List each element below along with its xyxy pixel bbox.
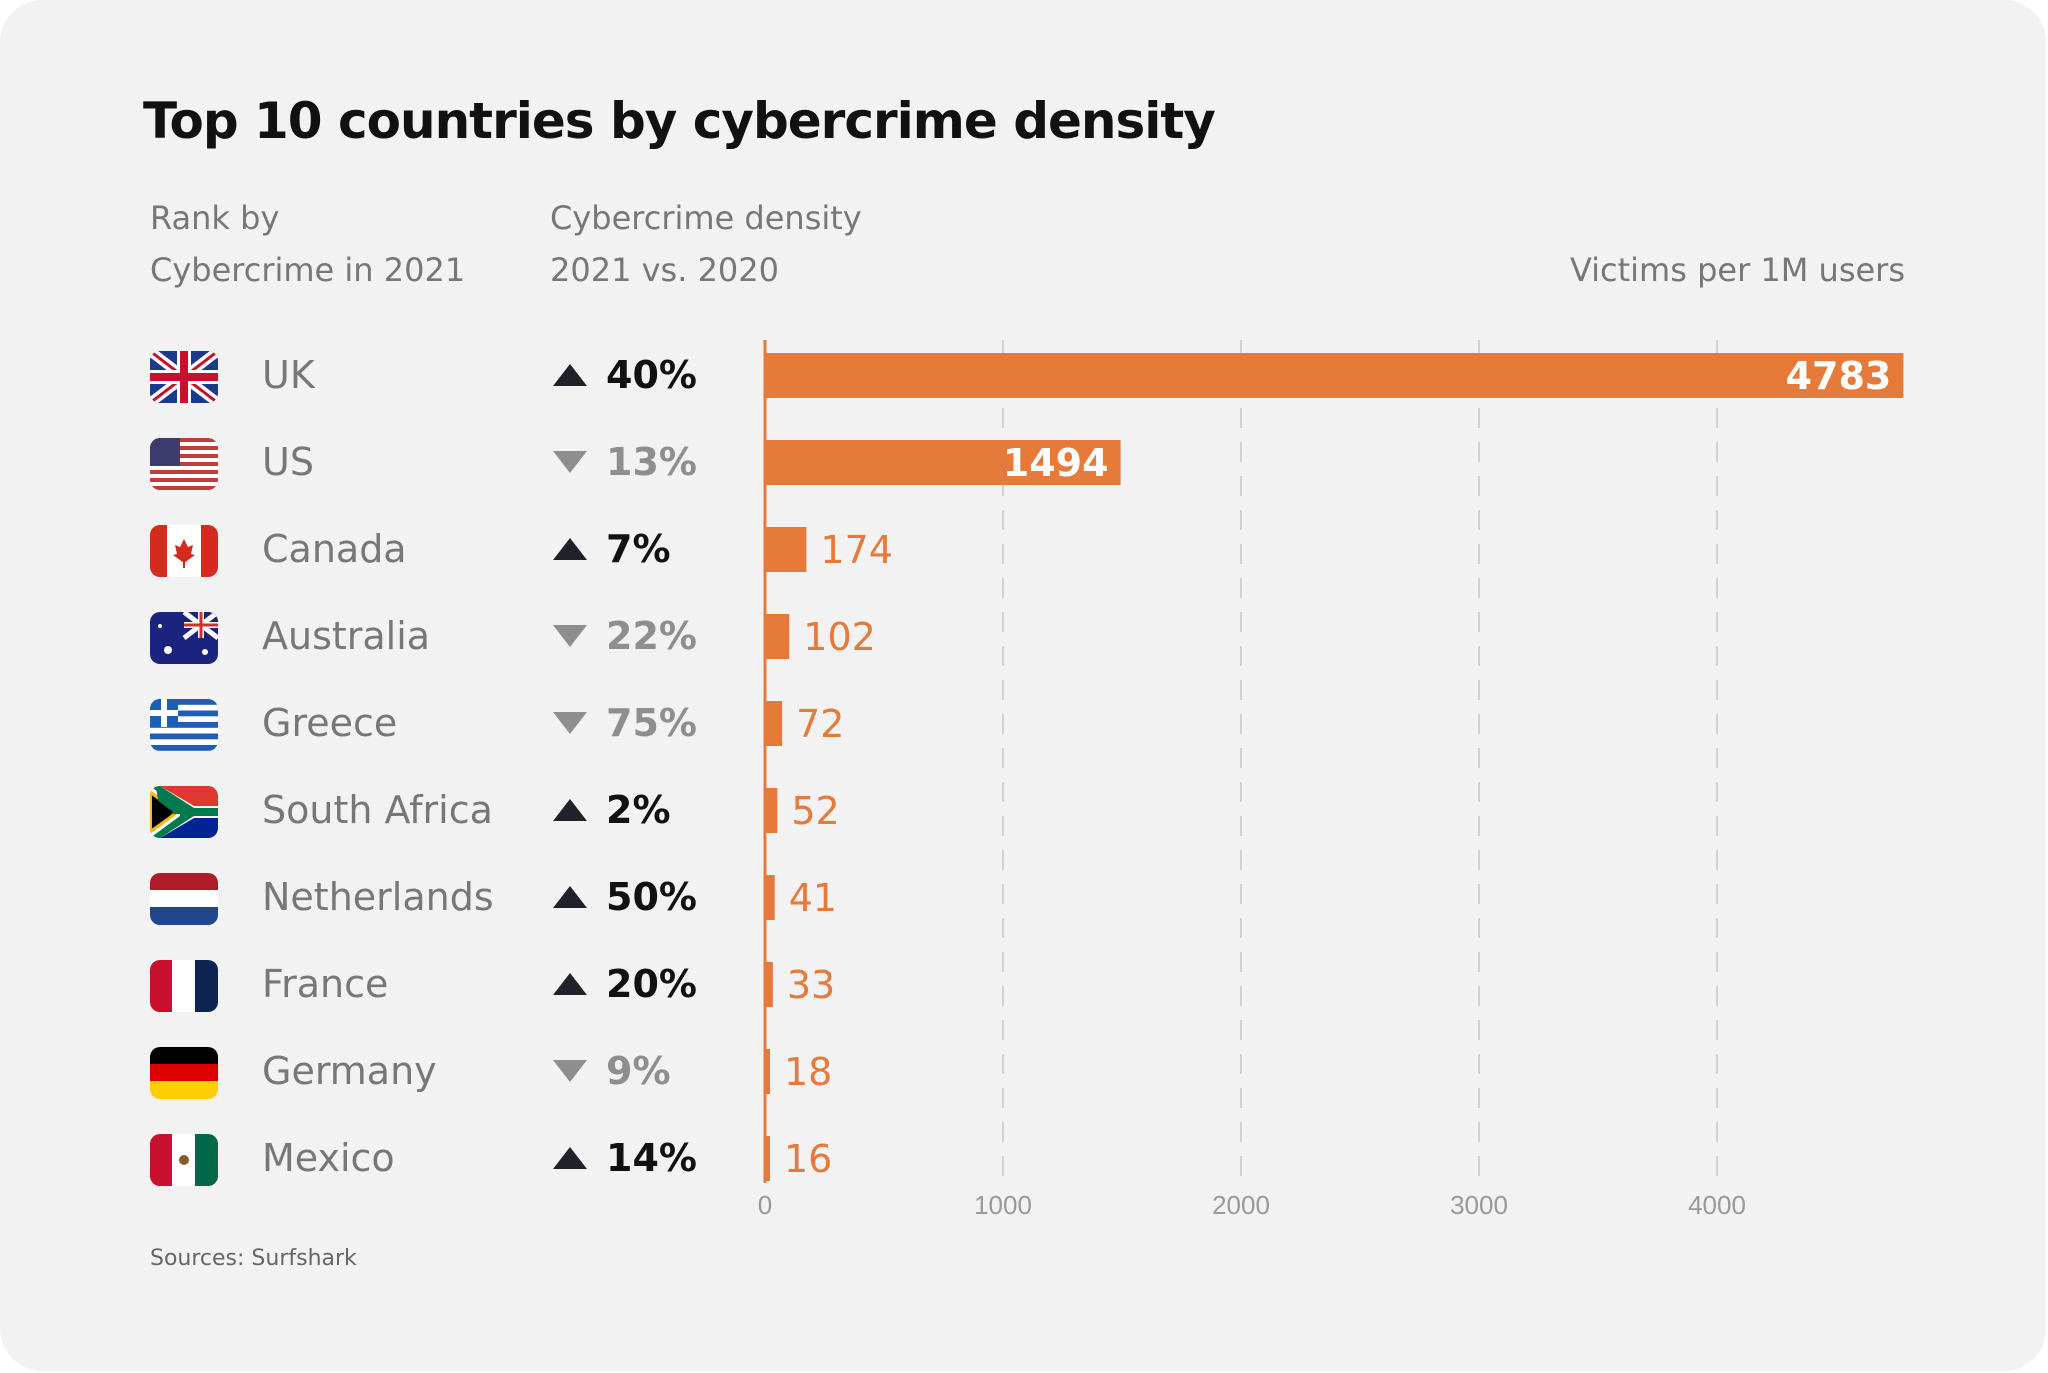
data-label: 1494	[1003, 441, 1109, 485]
bar	[765, 353, 1904, 398]
change-percent: 13%	[606, 440, 697, 484]
country-row: Germany 9%	[0, 1029, 2048, 1117]
country-row: Canada 7%	[0, 507, 2048, 595]
density-header-line2: 2021 vs. 2020	[550, 251, 779, 289]
unit-label: Victims per 1M users	[1569, 251, 1905, 289]
x-tick-label: 2000	[1212, 1190, 1270, 1220]
change-percent: 9%	[606, 1049, 671, 1093]
country-name: Greece	[262, 701, 398, 745]
triangle-up-icon	[553, 538, 587, 560]
bar	[765, 1049, 770, 1094]
x-tick-label: 4000	[1688, 1190, 1746, 1220]
germany-flag-icon	[150, 1047, 218, 1099]
data-label: 52	[791, 789, 839, 833]
change-percent: 7%	[606, 527, 671, 571]
x-tick-label: 0	[758, 1190, 772, 1220]
change-percent: 2%	[606, 788, 671, 832]
triangle-up-icon	[553, 973, 587, 995]
data-label: 4783	[1786, 354, 1892, 398]
change-percent: 75%	[606, 701, 697, 745]
x-tick-label: 3000	[1450, 1190, 1508, 1220]
bar	[765, 527, 807, 572]
uk-flag-icon	[150, 351, 218, 403]
data-label: 33	[787, 963, 835, 1007]
triangle-up-icon	[553, 799, 587, 821]
triangle-up-icon	[553, 364, 587, 386]
rank-header: Rank by Cybercrime in 2021	[150, 192, 465, 296]
change-percent: 40%	[606, 353, 697, 397]
country-row: Netherlands 50%	[0, 855, 2048, 943]
bar	[765, 962, 773, 1007]
triangle-down-icon	[553, 451, 587, 473]
country-row: France 20%	[0, 942, 2048, 1030]
country-row: Mexico 14%	[0, 1116, 2048, 1204]
data-label: 16	[784, 1137, 832, 1181]
bar	[765, 440, 1121, 485]
south-africa-flag-icon	[150, 786, 218, 838]
country-row: Greece 75%	[0, 681, 2048, 769]
chart-title: Top 10 countries by cybercrime density	[143, 92, 1216, 150]
change-percent: 22%	[606, 614, 697, 658]
triangle-down-icon	[553, 625, 587, 647]
triangle-down-icon	[553, 712, 587, 734]
us-flag-icon	[150, 438, 218, 490]
country-name: Mexico	[262, 1136, 395, 1180]
france-flag-icon	[150, 960, 218, 1012]
bar	[765, 875, 775, 920]
data-label: 72	[796, 702, 844, 746]
country-row: US 13%	[0, 420, 2048, 508]
bar	[765, 701, 783, 746]
data-label: 174	[820, 528, 893, 572]
data-label: 41	[789, 876, 837, 920]
rank-header-line1: Rank by	[150, 199, 280, 237]
change-percent: 14%	[606, 1136, 697, 1180]
country-name: Netherlands	[262, 875, 494, 919]
change-percent: 20%	[606, 962, 697, 1006]
mexico-flag-icon	[150, 1134, 218, 1186]
country-name: Australia	[262, 614, 431, 658]
source-note: Sources: Surfshark	[150, 1246, 357, 1271]
density-header-line1: Cybercrime density	[550, 199, 862, 237]
greece-flag-icon	[150, 699, 218, 751]
triangle-up-icon	[553, 1147, 587, 1169]
country-row: UK 40%	[0, 333, 2048, 421]
density-header: Cybercrime density 2021 vs. 2020	[550, 192, 862, 296]
bar	[765, 788, 778, 833]
australia-flag-icon	[150, 612, 218, 664]
rank-header-line2: Cybercrime in 2021	[150, 251, 466, 289]
country-row: Australia 22%	[0, 594, 2048, 682]
data-label: 18	[784, 1050, 832, 1094]
country-name: Germany	[262, 1049, 437, 1093]
country-row: South Africa 2%	[0, 768, 2048, 856]
country-name: US	[262, 440, 314, 484]
bar	[765, 1136, 770, 1181]
canada-flag-icon	[150, 525, 218, 577]
country-name: Canada	[262, 527, 407, 571]
x-tick-label: 1000	[974, 1190, 1032, 1220]
country-name: France	[262, 962, 389, 1006]
country-name: UK	[262, 353, 315, 397]
country-name: South Africa	[262, 788, 493, 832]
triangle-up-icon	[553, 886, 587, 908]
triangle-down-icon	[553, 1060, 587, 1082]
change-percent: 50%	[606, 875, 697, 919]
data-label: 102	[803, 615, 876, 659]
netherlands-flag-icon	[150, 873, 218, 925]
bar	[765, 614, 790, 659]
